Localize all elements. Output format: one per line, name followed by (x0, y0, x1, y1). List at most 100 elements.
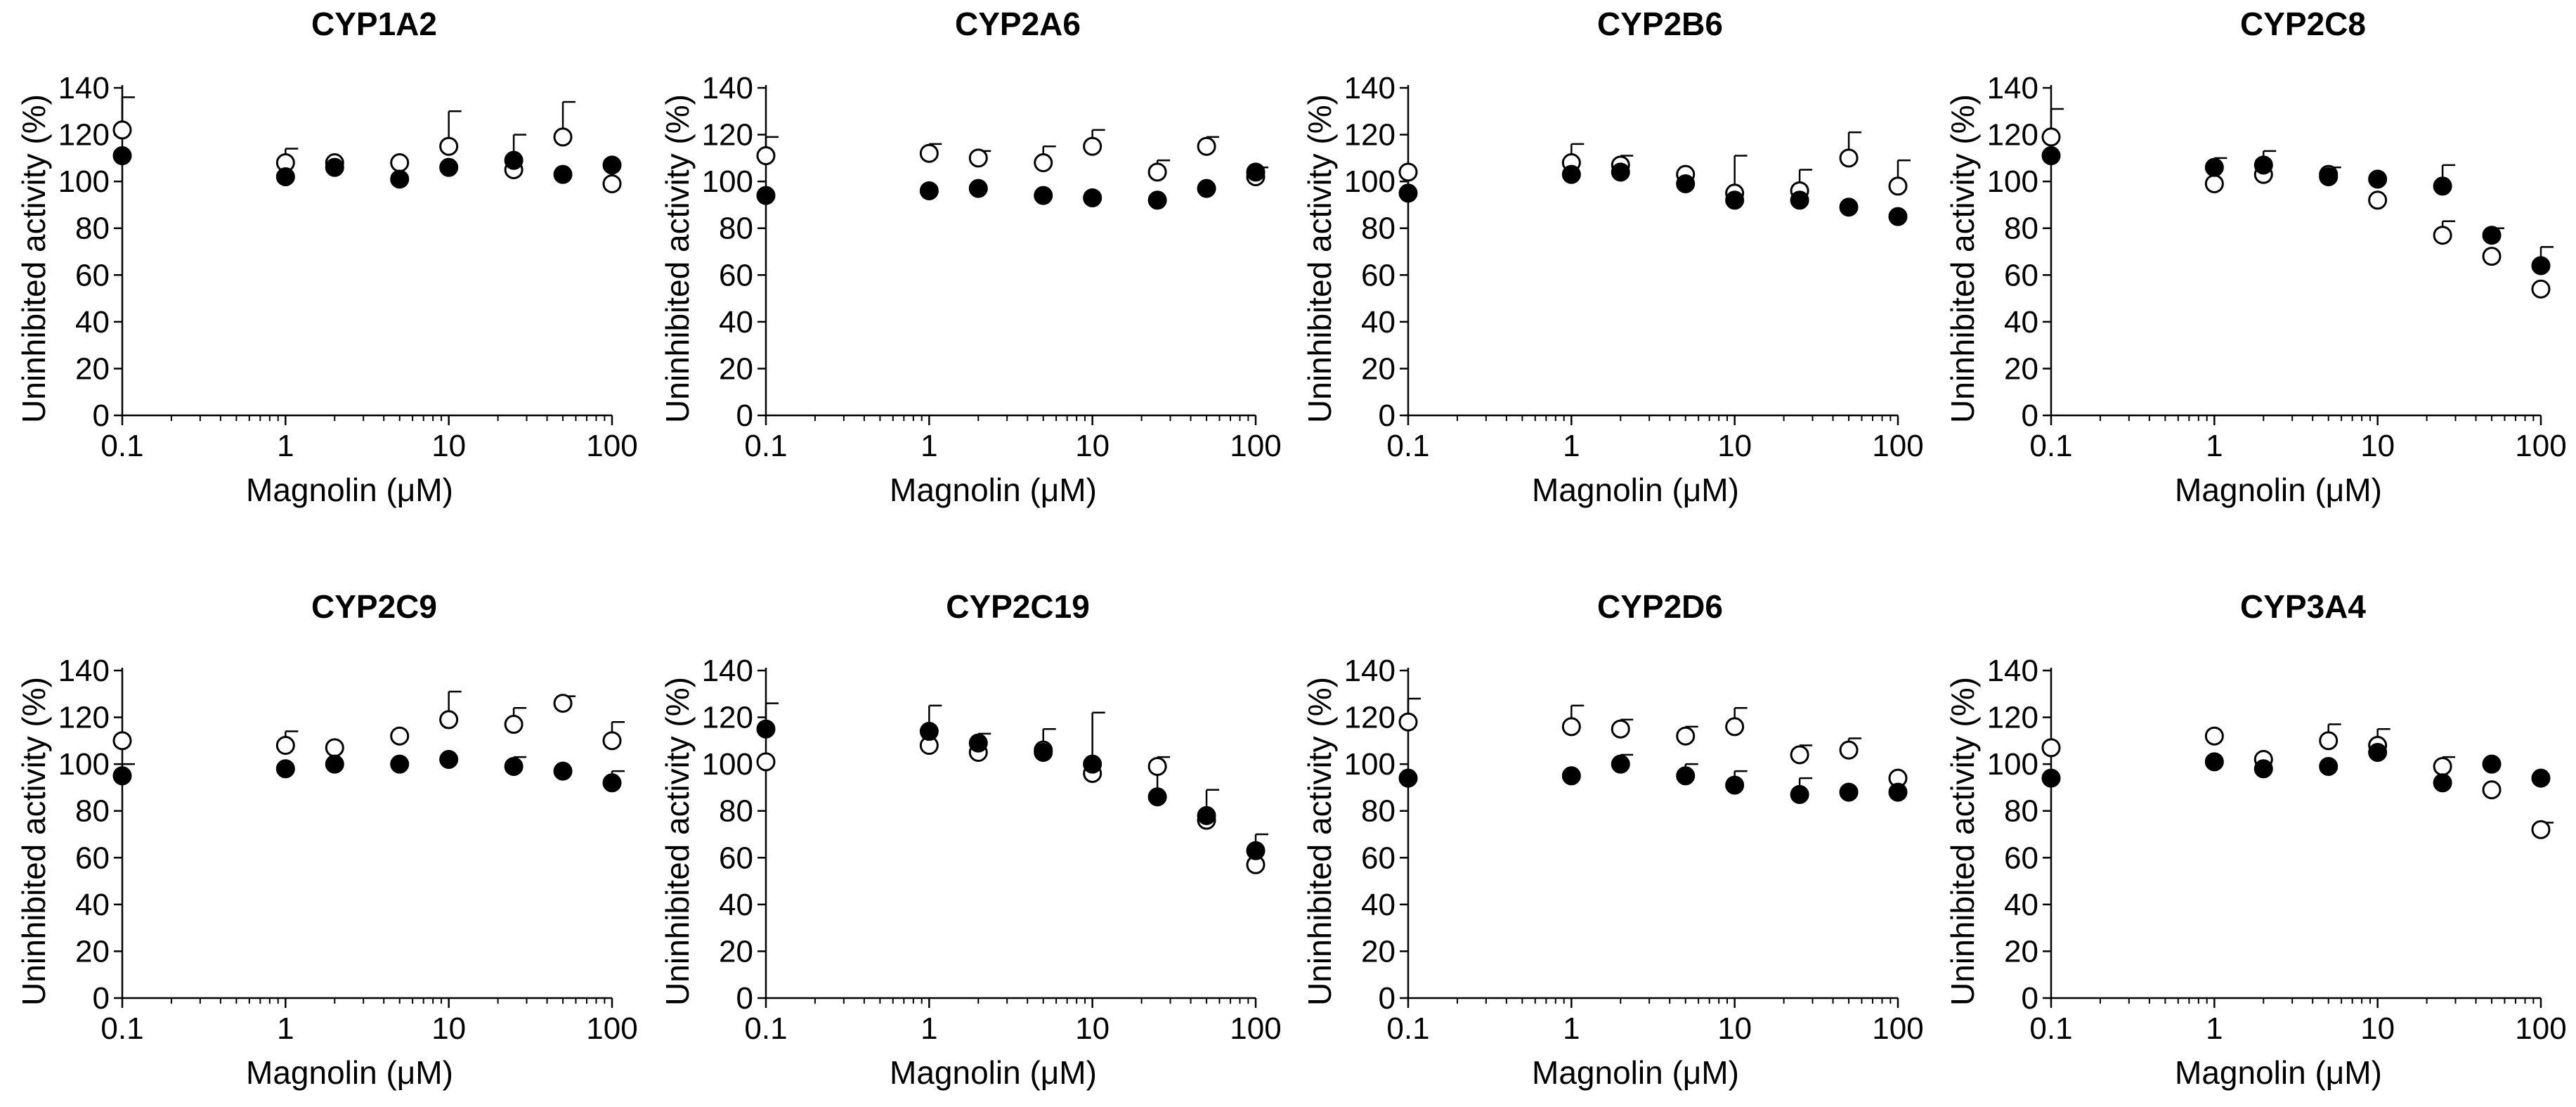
y-tick-label: 40 (1361, 305, 1396, 339)
data-point-open (1839, 740, 1859, 760)
y-tick-label: 20 (719, 351, 753, 386)
x-tick-label: 100 (1230, 429, 1281, 463)
data-point-open (1725, 717, 1745, 737)
panel-cyp2c8: CYP2C8 0 20 40 60 80 100 120 140 0.1 1 10 100 Magnoli… (1944, 6, 2567, 508)
y-tick-label: 0 (736, 981, 753, 1016)
y-axis-label: Uninhibited activity (%) (1944, 94, 1981, 423)
data-point-filled (1398, 768, 1418, 788)
y-tick-label: 60 (2004, 258, 2038, 292)
data-point-filled (2368, 169, 2388, 189)
data-point-open (439, 136, 459, 156)
data-point-open (2204, 726, 2224, 746)
data-point-open (1676, 726, 1696, 746)
data-point-filled (2482, 754, 2502, 774)
y-tick-label: 20 (1361, 351, 1396, 386)
x-tick-label: 10 (2360, 429, 2395, 463)
y-tick-label: 80 (1361, 212, 1396, 246)
y-tick-label: 60 (719, 258, 753, 292)
data-point-open (1197, 136, 1216, 156)
x-tick-label: 100 (2515, 1011, 2566, 1046)
x-tick-label: 1 (921, 1011, 937, 1046)
data-point-open (439, 710, 459, 730)
x-axis-label: Magnolin (μM) (2175, 1054, 2382, 1091)
x-axis-label: Magnolin (μM) (1532, 472, 1739, 508)
data-point-filled (1561, 164, 1581, 184)
data-point-filled (1888, 782, 1908, 802)
data-point-filled (553, 164, 573, 184)
data-point-filled (919, 181, 939, 200)
data-point-filled (2204, 157, 2224, 177)
x-tick-label: 0.1 (1386, 1011, 1429, 1046)
data-point-open (2041, 127, 2061, 147)
data-point-filled (504, 756, 523, 776)
x-tick-label: 0.1 (1386, 429, 1429, 463)
y-tick-label: 100 (58, 747, 110, 782)
data-point-filled (1611, 754, 1630, 774)
data-point-open (2433, 756, 2452, 776)
data-point-filled (2204, 752, 2224, 772)
data-point-open (2482, 780, 2502, 800)
data-point-filled (275, 167, 295, 186)
data-point-open (602, 174, 622, 193)
y-tick-label: 0 (2022, 399, 2038, 433)
data-point-filled (2319, 756, 2338, 776)
x-tick-label: 1 (2206, 1011, 2223, 1046)
y-tick-label: 60 (719, 841, 753, 875)
data-point-filled (439, 157, 459, 177)
data-point-open (968, 148, 988, 168)
y-tick-label: 100 (1344, 747, 1396, 782)
data-point-filled (2041, 768, 2061, 788)
data-point-filled (968, 733, 988, 753)
data-point-open (919, 143, 939, 163)
data-point-filled (1676, 174, 1696, 193)
x-tick-label: 0.1 (100, 1011, 143, 1046)
data-point-open (2204, 174, 2224, 193)
data-point-open (1147, 756, 1167, 776)
y-tick-label: 40 (75, 305, 110, 339)
x-tick-label: 100 (1872, 1011, 1923, 1046)
y-axis-label: Uninhibited activity (%) (1944, 677, 1981, 1006)
data-point-filled (1147, 190, 1167, 210)
y-tick-label: 80 (1361, 794, 1396, 829)
y-tick-label: 80 (75, 794, 110, 829)
data-point-filled (2531, 768, 2551, 788)
y-tick-label: 100 (1344, 164, 1396, 199)
x-tick-label: 100 (586, 429, 637, 463)
data-point-open (2433, 226, 2452, 245)
y-tick-label: 80 (719, 794, 753, 829)
y-tick-label: 20 (2004, 351, 2038, 386)
panel-title: CYP1A2 (311, 6, 437, 42)
x-tick-label: 1 (277, 429, 294, 463)
data-point-filled (1790, 190, 1809, 210)
y-tick-label: 120 (702, 118, 753, 153)
data-point-filled (1197, 179, 1216, 198)
y-tick-label: 40 (75, 888, 110, 922)
data-point-open (2041, 738, 2061, 758)
y-tick-label: 60 (75, 841, 110, 875)
y-tick-label: 140 (1987, 654, 2038, 688)
x-tick-label: 1 (921, 429, 937, 463)
data-point-open (756, 146, 776, 166)
data-point-filled (602, 155, 622, 175)
y-axis-label: Uninhibited activity (%) (1301, 677, 1338, 1006)
y-tick-label: 60 (75, 258, 110, 292)
y-tick-label: 140 (702, 71, 753, 105)
data-point-filled (1246, 841, 1266, 860)
y-tick-label: 0 (93, 981, 110, 1016)
data-point-open (504, 715, 523, 734)
panel-cyp2c9: CYP2C9 0 20 40 60 80 100 120 140 0.1 1 10 100 Magnoli… (15, 588, 638, 1091)
data-point-filled (2368, 743, 2388, 762)
y-axis-label: Uninhibited activity (%) (1301, 94, 1338, 423)
x-tick-label: 100 (2515, 429, 2566, 463)
data-point-filled (2253, 155, 2273, 175)
data-point-filled (756, 186, 776, 205)
data-point-filled (1676, 766, 1696, 786)
x-tick-label: 10 (1075, 1011, 1110, 1046)
y-axis-label: Uninhibited activity (%) (15, 94, 52, 423)
y-tick-label: 80 (2004, 212, 2038, 246)
panel-cyp2d6: CYP2D6 0 20 40 60 80 100 120 140 0.1 1 10 100 Magnoli… (1301, 588, 1924, 1091)
data-point-filled (325, 754, 344, 774)
x-tick-label: 100 (586, 1011, 637, 1046)
y-tick-label: 40 (719, 305, 753, 339)
panel-cyp3a4: CYP3A4 0 20 40 60 80 100 120 140 0.1 1 10 100 Magnoli… (1944, 588, 2567, 1091)
